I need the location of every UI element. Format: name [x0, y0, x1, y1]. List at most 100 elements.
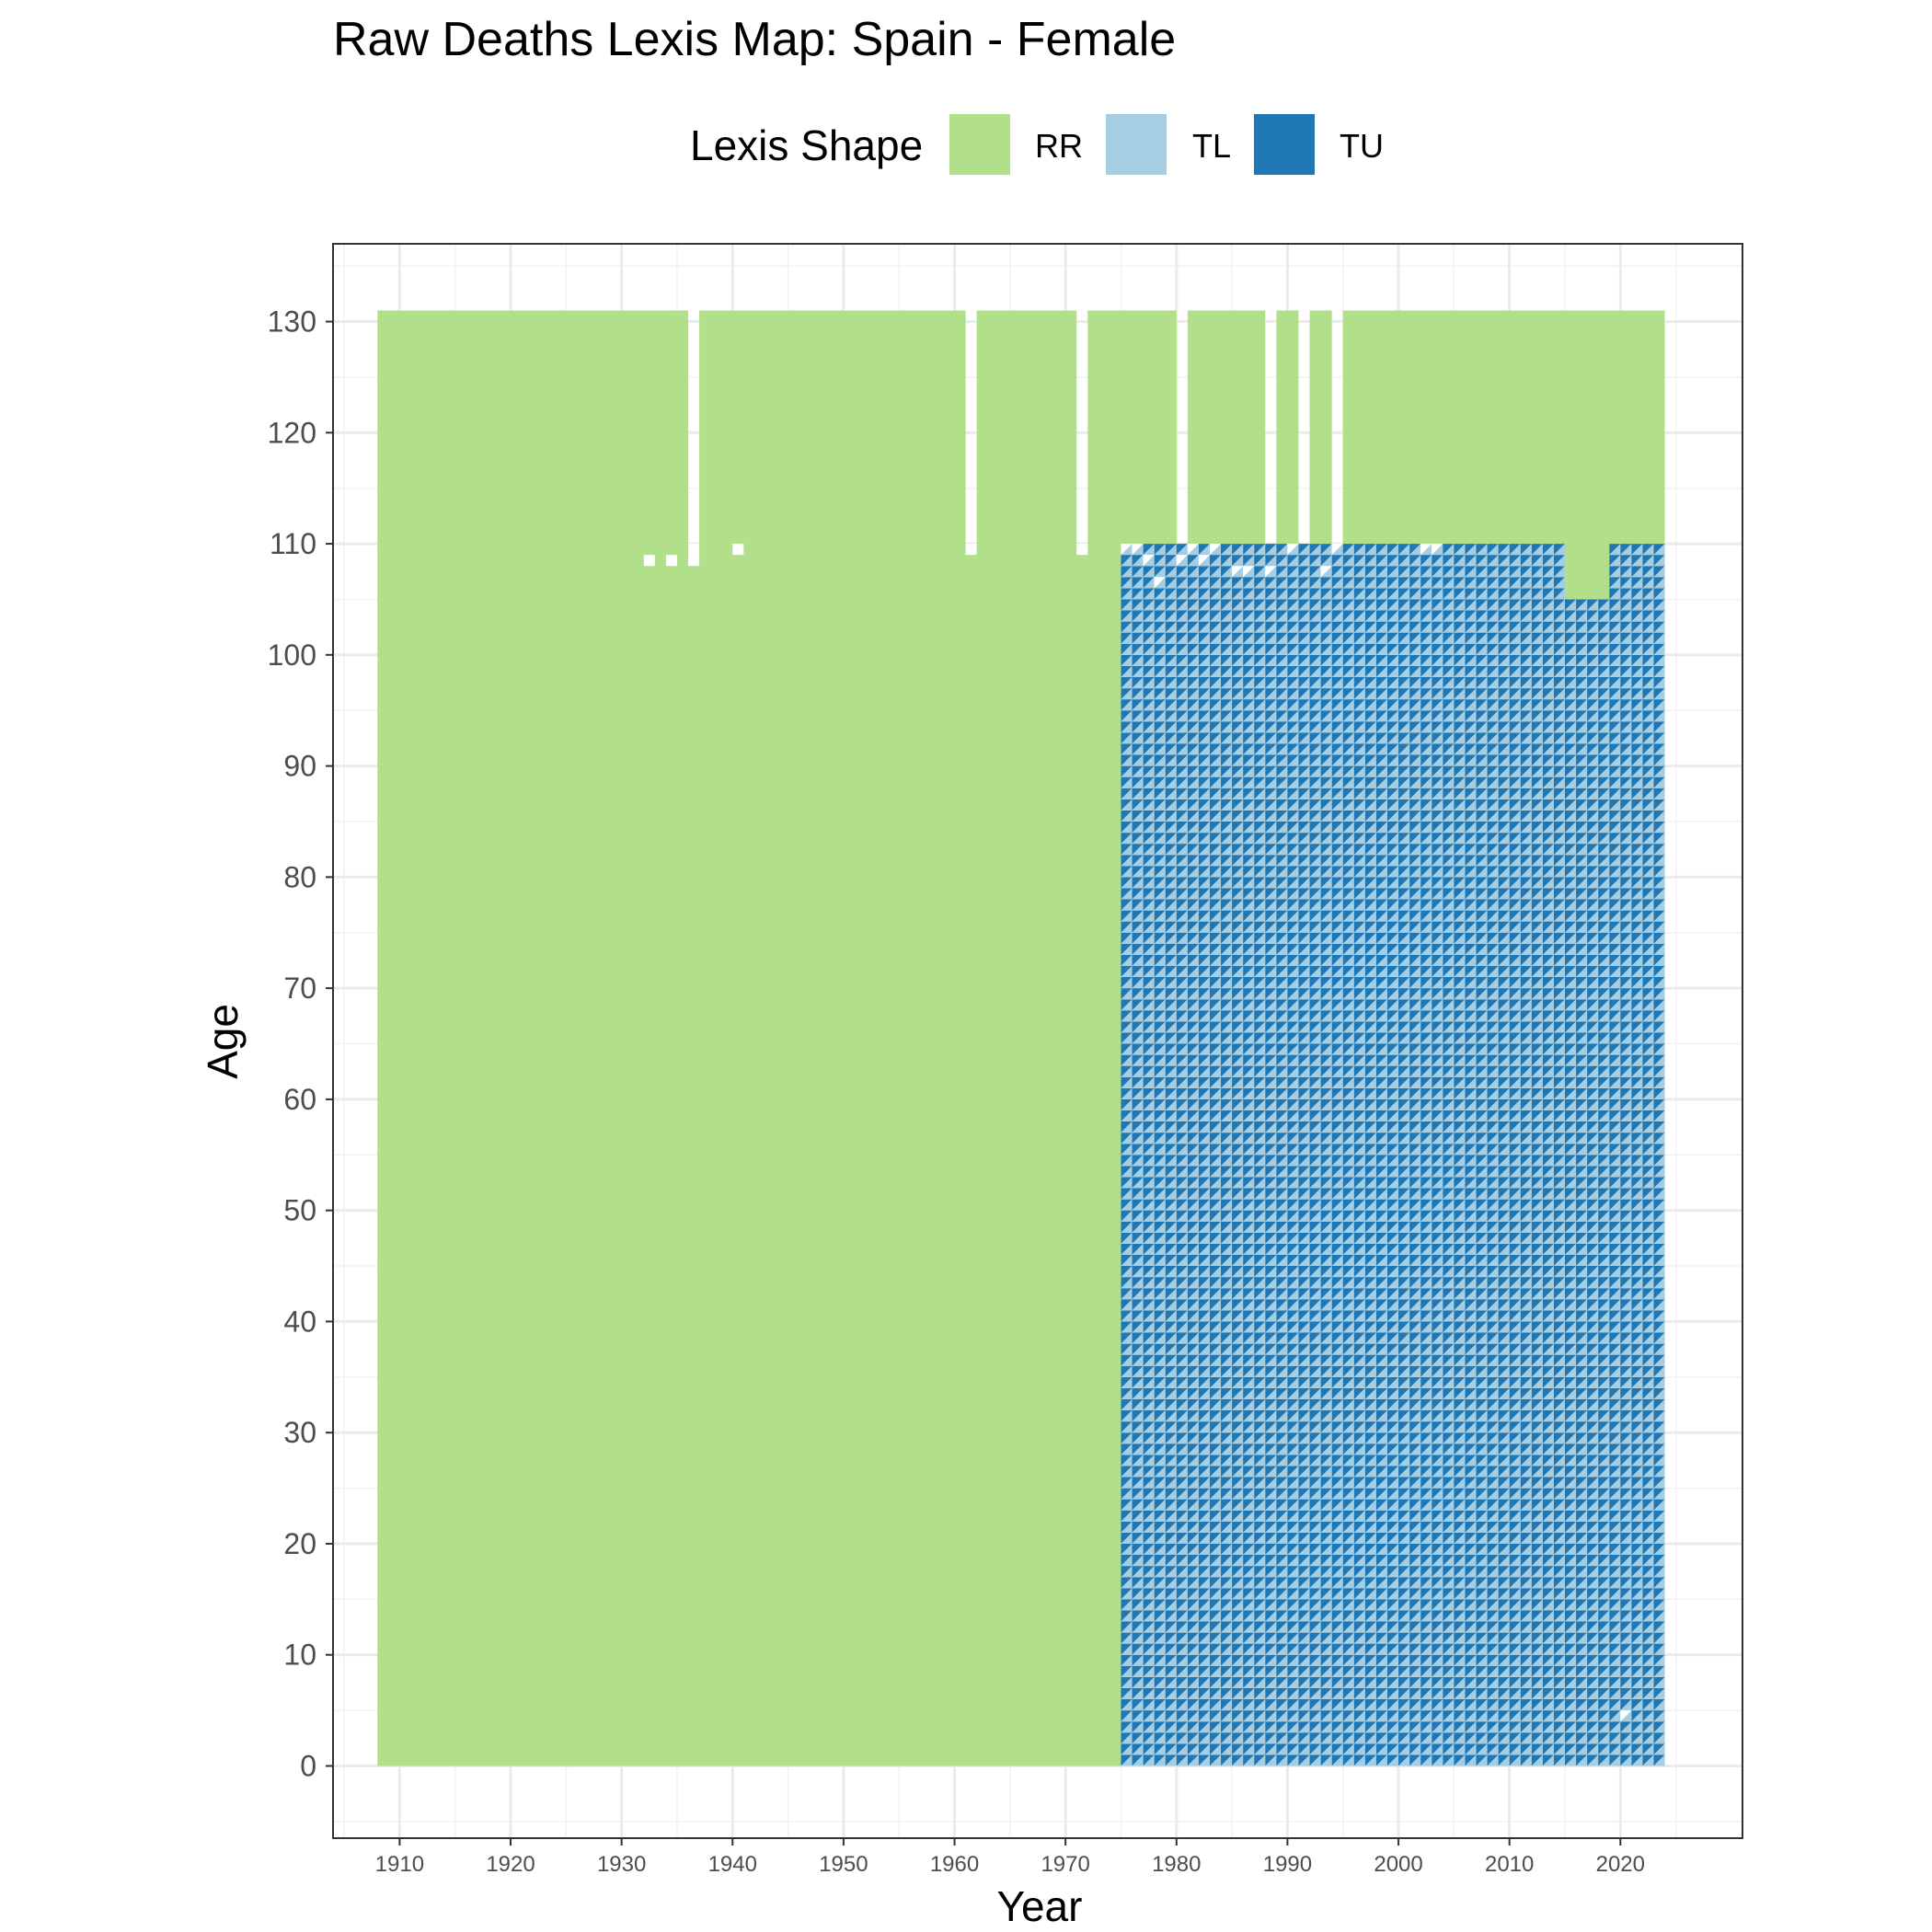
tl-triangle: [1143, 688, 1155, 700]
tl-triangle: [1154, 1599, 1166, 1611]
tl-triangle: [1132, 588, 1144, 600]
tl-triangle: [1154, 855, 1166, 867]
tu-triangle: [1143, 566, 1155, 578]
tu-triangle: [1198, 1166, 1210, 1178]
tl-triangle: [1154, 610, 1166, 622]
tl-triangle: [1198, 954, 1210, 966]
tl-triangle: [1198, 1199, 1210, 1211]
tl-triangle: [1221, 1221, 1233, 1233]
tl-triangle: [1243, 1177, 1255, 1189]
tl-triangle: [1143, 1488, 1155, 1500]
tl-triangle: [1221, 1310, 1233, 1322]
tu-triangle: [1176, 566, 1188, 578]
tl-triangle: [1176, 1332, 1188, 1344]
tl-triangle: [1132, 821, 1144, 834]
tl-triangle: [1232, 977, 1244, 989]
tl-triangle: [1176, 710, 1188, 722]
tl-triangle: [1198, 632, 1210, 644]
tl-triangle: [1198, 943, 1210, 955]
tl-triangle: [1132, 566, 1144, 578]
tl-triangle: [1121, 788, 1133, 799]
tl-triangle: [1154, 1232, 1166, 1244]
tl-triangle: [1232, 1477, 1244, 1489]
tl-triangle: [1187, 1610, 1199, 1622]
tl-triangle: [1243, 1043, 1255, 1055]
legend: Lexis Shape RR TL TU: [690, 114, 1384, 175]
tu-triangle: [1121, 566, 1133, 578]
tl-triangle: [1243, 1387, 1255, 1399]
tl-triangle: [1121, 1376, 1133, 1388]
tl-triangle: [1187, 1155, 1199, 1167]
tl-triangle: [1121, 921, 1133, 933]
tl-triangle: [1165, 721, 1177, 733]
tl-triangle: [1143, 1643, 1155, 1655]
tu-triangle: [1209, 1144, 1222, 1156]
tl-triangle: [1154, 1632, 1166, 1644]
tl-triangle: [1221, 1721, 1233, 1733]
tl-triangle: [1143, 1288, 1155, 1300]
tl-triangle: [1187, 877, 1199, 889]
tl-triangle: [1165, 1687, 1177, 1700]
tl-triangle: [1132, 1577, 1144, 1589]
tl-triangle: [1209, 1443, 1222, 1455]
tu-triangle: [1176, 699, 1188, 711]
tl-triangle: [1221, 1566, 1233, 1578]
tu-triangle: [1209, 765, 1222, 777]
tl-triangle: [1221, 566, 1233, 578]
tl-triangle: [1132, 1166, 1144, 1178]
tu-triangle: [1165, 932, 1177, 944]
tl-triangle: [1187, 1643, 1199, 1655]
tl-triangle: [1176, 1398, 1188, 1411]
tl-triangle: [1143, 632, 1155, 644]
tl-triangle: [1232, 688, 1244, 700]
tl-triangle: [1132, 1210, 1144, 1222]
tl-triangle: [1165, 965, 1177, 978]
tl-triangle: [1165, 1499, 1177, 1511]
tl-triangle: [1165, 932, 1177, 944]
tl-triangle: [1187, 954, 1199, 966]
tl-triangle: [1143, 1699, 1155, 1711]
tl-triangle: [1121, 1288, 1133, 1300]
tl-triangle: [1198, 1188, 1210, 1200]
tl-triangle: [1165, 977, 1177, 989]
tl-triangle: [1176, 1443, 1188, 1455]
tl-triangle: [1154, 1432, 1166, 1444]
tl-triangle: [1232, 1577, 1244, 1589]
tl-triangle: [1209, 1032, 1222, 1044]
tl-triangle: [1243, 1555, 1255, 1567]
tl-triangle: [1176, 1199, 1188, 1211]
tl-triangle: [1154, 977, 1166, 989]
tl-triangle: [1132, 1343, 1144, 1355]
tl-triangle: [1187, 810, 1199, 822]
tl-triangle: [1143, 1654, 1155, 1666]
tl-triangle: [1143, 1566, 1155, 1578]
tu-triangle: [1132, 1699, 1144, 1711]
tl-triangle: [1143, 1243, 1155, 1255]
tu-triangle: [1209, 544, 1222, 556]
tl-triangle: [1154, 1054, 1166, 1066]
tu-triangle: [1209, 1065, 1222, 1077]
tl-triangle: [1221, 1010, 1233, 1022]
tl-triangle: [1209, 588, 1222, 600]
tl-triangle: [1232, 1299, 1244, 1311]
tl-triangle: [1121, 1043, 1133, 1055]
tu-triangle: [1209, 1466, 1222, 1478]
tl-triangle: [1187, 1166, 1199, 1178]
tl-triangle: [1154, 1665, 1166, 1677]
legend-key-tl: [1106, 114, 1167, 175]
tl-triangle: [1221, 833, 1233, 845]
tl-triangle: [1143, 866, 1155, 878]
tl-triangle: [1209, 921, 1222, 933]
tl-triangle: [1198, 588, 1210, 600]
tl-triangle: [1121, 1421, 1133, 1433]
tl-triangle: [1198, 776, 1210, 788]
tl-triangle: [1176, 1654, 1188, 1666]
tl-triangle: [1143, 833, 1155, 845]
tl-triangle: [1232, 1065, 1244, 1077]
tl-triangle: [1165, 621, 1177, 633]
tu-triangle: [1176, 1166, 1188, 1178]
tl-triangle: [1176, 621, 1188, 633]
tu-triangle: [1209, 821, 1222, 834]
tl-triangle: [1243, 977, 1255, 989]
tl-triangle: [1165, 1477, 1177, 1489]
